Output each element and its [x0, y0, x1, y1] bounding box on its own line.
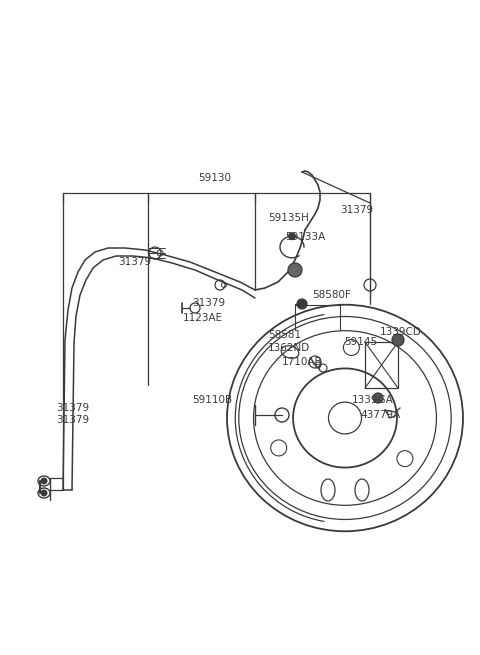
Circle shape — [41, 490, 47, 496]
Circle shape — [288, 233, 296, 240]
Circle shape — [373, 393, 383, 403]
Circle shape — [392, 334, 404, 346]
Text: 1123AE: 1123AE — [183, 313, 223, 323]
Text: 59145: 59145 — [344, 337, 377, 347]
Text: 59130: 59130 — [199, 173, 231, 183]
Text: 31379: 31379 — [340, 205, 373, 215]
Text: 59135H: 59135H — [268, 213, 309, 223]
Text: 59110B: 59110B — [192, 395, 232, 405]
Circle shape — [297, 299, 307, 309]
Text: 1339CD: 1339CD — [380, 327, 422, 337]
Circle shape — [288, 263, 302, 277]
Text: 58580F: 58580F — [312, 290, 351, 300]
Text: 1710AB: 1710AB — [282, 357, 323, 367]
Text: 31379: 31379 — [56, 415, 89, 425]
Text: 31379: 31379 — [56, 403, 89, 413]
Text: 31379: 31379 — [192, 298, 225, 308]
Text: 58581: 58581 — [268, 330, 301, 340]
Text: 1362ND: 1362ND — [268, 343, 310, 353]
Text: 43779A: 43779A — [360, 410, 400, 420]
Text: 59133A: 59133A — [285, 232, 325, 242]
Text: 31379: 31379 — [118, 257, 151, 267]
Circle shape — [41, 478, 47, 484]
Text: 1339GA: 1339GA — [352, 395, 394, 405]
